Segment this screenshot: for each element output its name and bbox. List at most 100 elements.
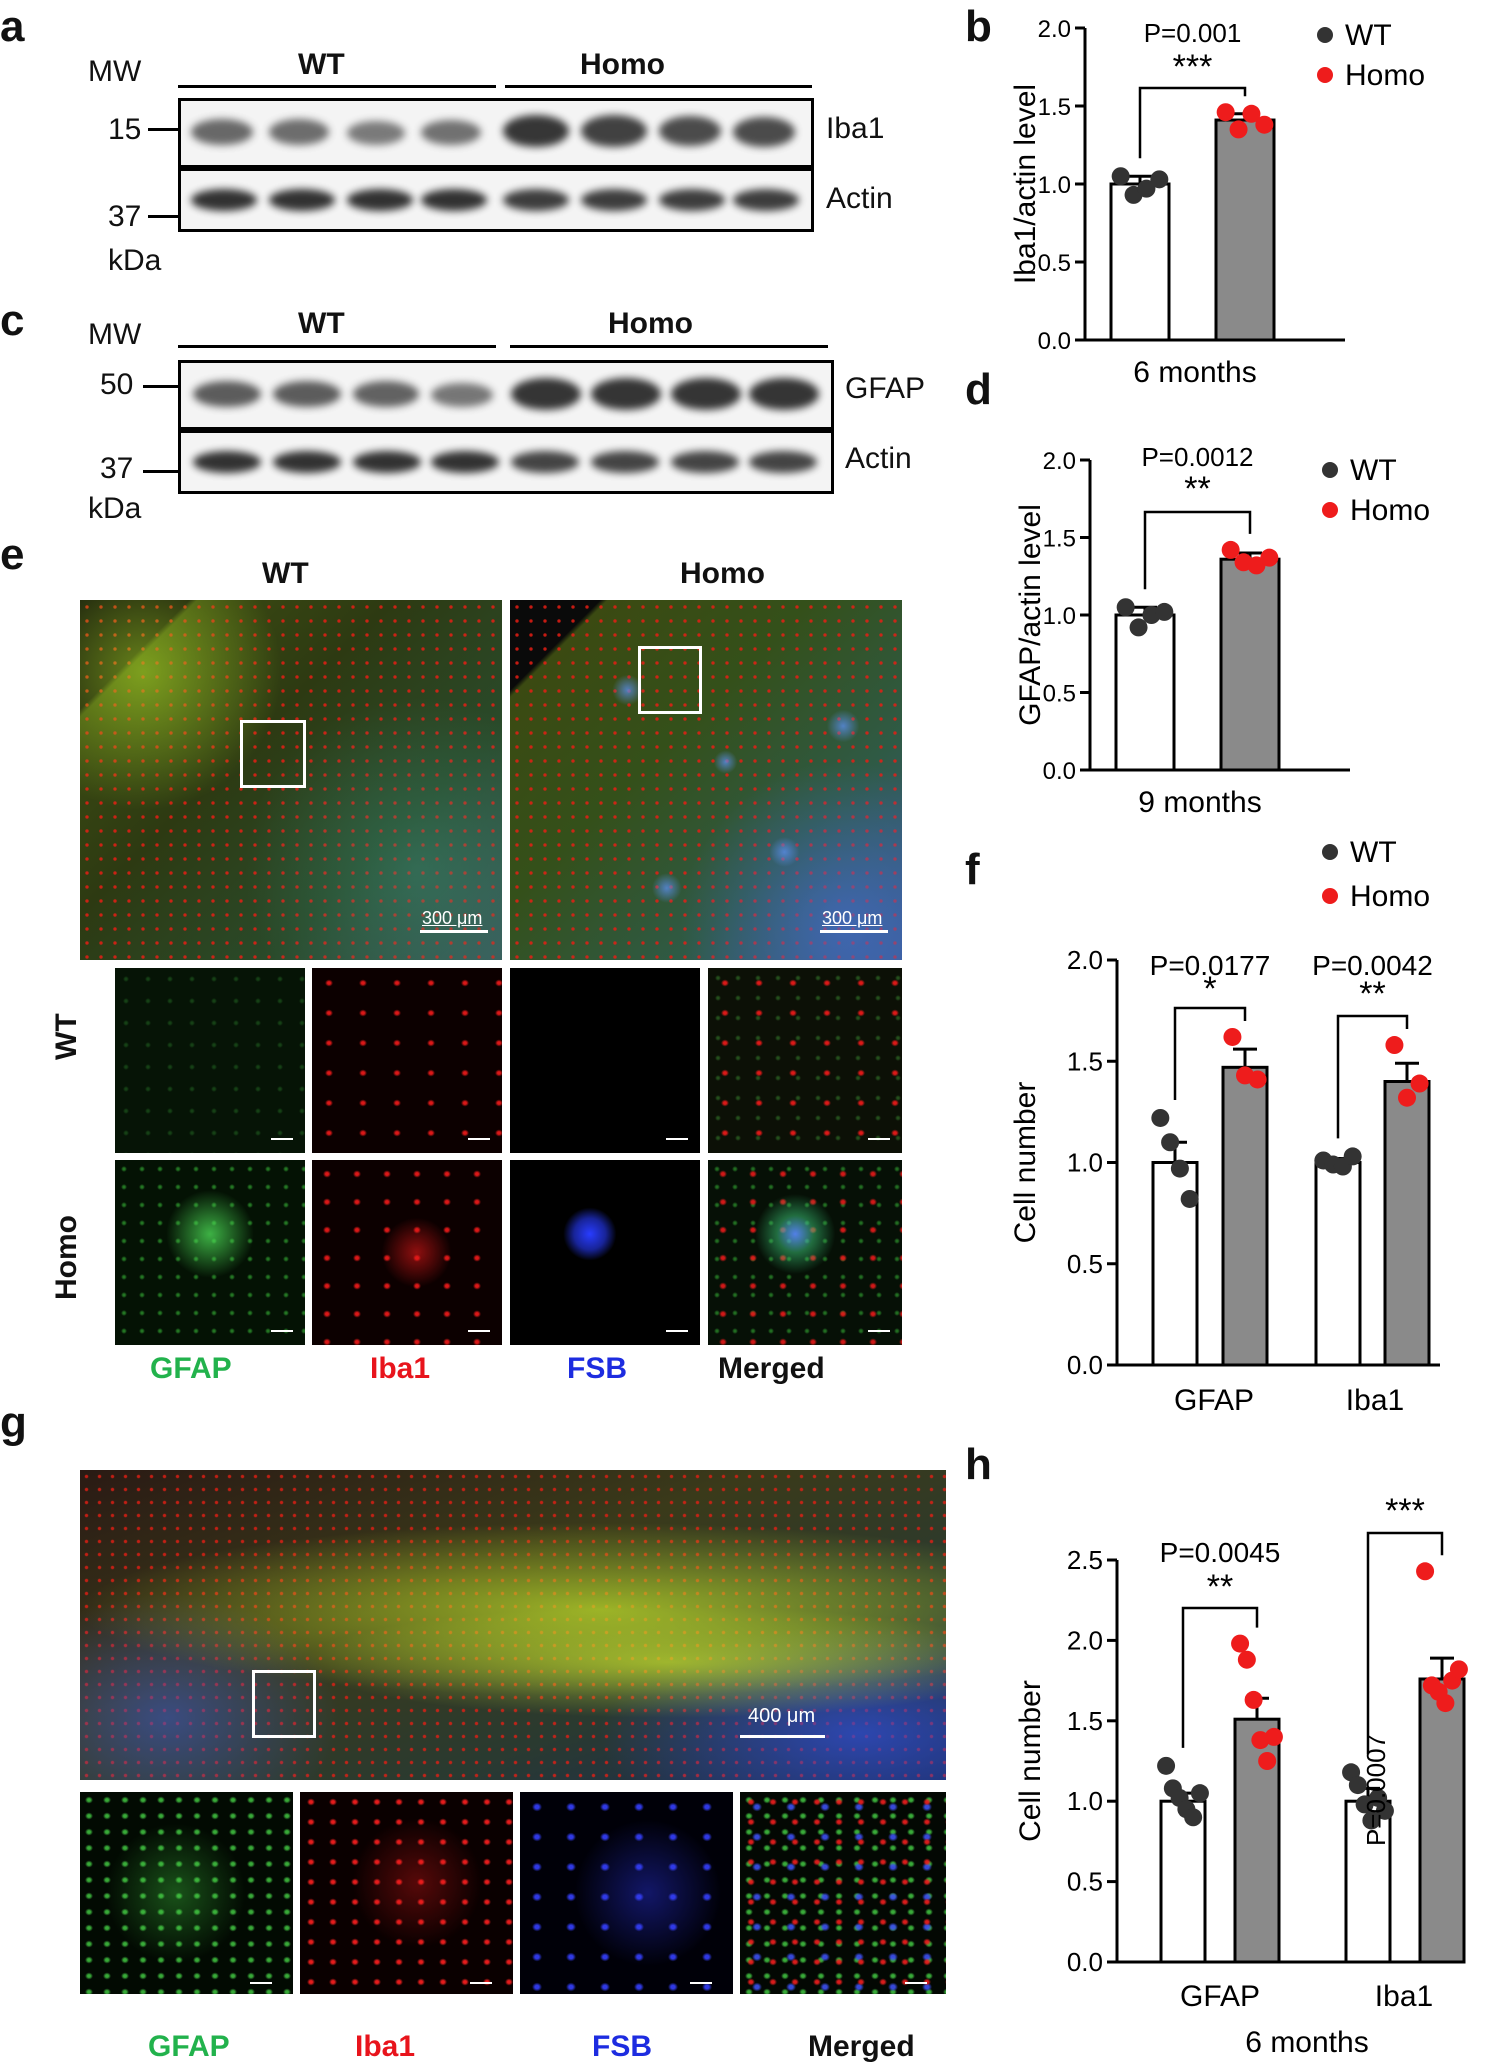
marker-50-label: 50 (100, 368, 134, 401)
p-value: P=0.0177 (1150, 950, 1271, 981)
panel-letter-a: a (0, 2, 25, 51)
y-tick-label: 0.0 (1067, 1350, 1103, 1380)
data-point-wt (1137, 179, 1156, 198)
marker-37-label-c: 37 (100, 452, 134, 485)
data-point-homo (1436, 1694, 1455, 1713)
marker-37-label-a: 37 (108, 200, 142, 233)
channel-label-merged-e: Merged (718, 1352, 825, 1385)
group-label-wt-c: WT (298, 307, 345, 340)
significance-bracket (1366, 1531, 1444, 1755)
tile-wt-iba1 (312, 968, 502, 1153)
y-tick-label: 1.5 (1067, 1706, 1103, 1736)
data-point-homo (1244, 1690, 1263, 1709)
y-tick-label: 2.0 (1067, 945, 1103, 975)
significance-stars: *** (1385, 1492, 1425, 1530)
gfap-blot (178, 360, 834, 430)
marker-37-tick-a (148, 215, 178, 218)
scale-bar-tile (250, 1982, 272, 1984)
tile-homo-iba1 (312, 1160, 502, 1345)
data-point-wt (1129, 618, 1148, 637)
x-axis-label: 6 months (1133, 356, 1256, 389)
data-point-wt (1355, 1795, 1374, 1814)
marker-37-tick-c (143, 470, 178, 473)
tile-wt-gfap (115, 968, 305, 1153)
bar-wt (1314, 1161, 1362, 1367)
marker-50-tick (143, 385, 178, 388)
tile-homo-gfap (115, 1160, 305, 1345)
gfap-blot-label: GFAP (845, 372, 926, 405)
panel-letter-e: e (0, 530, 25, 579)
channel-label-gfap-e: GFAP (150, 1352, 232, 1385)
data-point-homo (1449, 1660, 1468, 1679)
y-axis-label: Cell number (1009, 1082, 1042, 1244)
significance-stars: *** (1173, 48, 1213, 86)
y-tick-label: 1.5 (1043, 526, 1076, 553)
data-point-homo (1251, 1731, 1270, 1750)
legend-label: WT (1350, 836, 1397, 869)
data-point-wt (1111, 167, 1130, 186)
channel-label-iba1-e: Iba1 (370, 1352, 431, 1385)
data-point-homo (1223, 1027, 1242, 1046)
chart-b: 0.0 0.5 1.0 1.5 2.0 Iba1/actin level ***P=0.00… (1009, 16, 1425, 389)
bar-homo (1418, 1677, 1466, 1964)
y-tick-label: 1.0 (1043, 603, 1076, 630)
tile-wt-fsb (510, 968, 700, 1153)
scale-bar-tile (271, 1330, 293, 1332)
significance-stars: * (1203, 970, 1216, 1008)
data-point-wt (1362, 1811, 1381, 1830)
x-category-label: GFAP (1180, 1980, 1260, 2013)
data-point-wt (1151, 1108, 1170, 1127)
scale-bar-tile (690, 1982, 712, 1984)
x-category-label: GFAP (1174, 1384, 1254, 1417)
data-point-wt (1348, 1776, 1367, 1795)
roi-box-g (252, 1670, 316, 1738)
chart-h: 0.0 0.5 1.0 1.5 2.0 2.5 Cell number **P=0.0045 *… (1014, 1492, 1468, 2059)
legend-marker-wt (1322, 844, 1338, 860)
tile-g-gfap (80, 1792, 293, 1994)
y-axis-label: GFAP/actin level (1014, 504, 1047, 726)
x-axis-label: 6 months (1245, 2026, 1368, 2059)
data-point-wt (1155, 602, 1174, 621)
scale-bar-tile (868, 1330, 890, 1332)
x-category-label: Iba1 (1346, 1384, 1404, 1417)
y-tick-label: 0.0 (1043, 758, 1076, 785)
group-underline-wt-c (178, 345, 496, 348)
y-tick-label: 0.5 (1043, 681, 1076, 708)
panel-letter-d: d (965, 365, 992, 414)
y-tick-label: 1.0 (1067, 1786, 1103, 1816)
y-axis-label: Cell number (1014, 1680, 1047, 1842)
group-underline-homo-c (510, 345, 828, 348)
scale-bar-wt-overview (420, 930, 488, 933)
scale-bar-tile (470, 1982, 492, 1984)
scale-bar-tile (666, 1330, 688, 1332)
col-title-wt-e: WT (262, 557, 309, 590)
group-underline-homo-a (505, 85, 812, 88)
x-category-label: Iba1 (1375, 1980, 1433, 2013)
data-point-homo (1258, 1752, 1277, 1770)
actin-blot-label-a: Actin (826, 182, 893, 215)
data-point-homo (1410, 1074, 1429, 1093)
bar-wt (1109, 182, 1171, 342)
bar-wt (1114, 613, 1176, 772)
y-tick-label: 2.0 (1067, 1625, 1103, 1655)
data-point-homo (1242, 104, 1261, 123)
legend-marker-homo (1322, 502, 1338, 518)
kda-label-c: kDa (88, 492, 142, 525)
data-point-homo (1248, 1070, 1267, 1089)
channel-label-fsb-g: FSB (592, 2030, 652, 2063)
bar-homo (1214, 118, 1276, 342)
legend-label: Homo (1345, 59, 1425, 92)
kda-label-a: kDa (108, 244, 162, 277)
significance-bracket (1143, 510, 1252, 590)
scale-bar-g (740, 1735, 825, 1738)
group-underline-wt-a (178, 85, 496, 88)
channel-label-iba1-g: Iba1 (355, 2030, 416, 2063)
scale-bar-tile (905, 1982, 927, 1984)
roi-box-wt (240, 720, 306, 788)
significance-stars: ** (1359, 975, 1385, 1013)
scale-bar-tile (868, 1138, 890, 1140)
y-axis-label: Iba1/actin level (1009, 84, 1042, 284)
mw-label-a: MW (88, 55, 142, 88)
y-tick-label: 0.0 (1038, 328, 1071, 355)
p-value: P=0.0042 (1312, 950, 1433, 981)
